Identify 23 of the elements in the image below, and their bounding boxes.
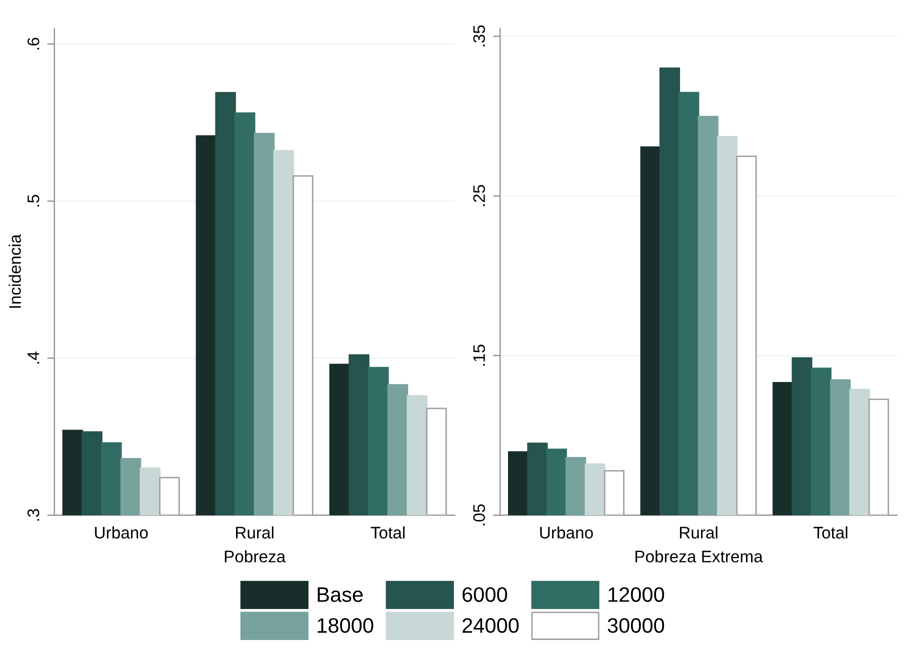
legend-label: 30000 (608, 618, 664, 633)
x-tick-label: Urbano (540, 526, 593, 539)
y-tick-label: .6 (27, 38, 40, 50)
x-axis-title: Pobreza (224, 550, 286, 562)
x-tick-label: Urbano (95, 526, 148, 539)
x-tick-label: Rural (236, 526, 274, 539)
x-axis-title: Pobreza Extrema (636, 550, 763, 562)
x-tick-label: Total (814, 526, 848, 539)
y-tick-label: .3 (27, 508, 40, 521)
y-tick-label: .35 (473, 25, 486, 46)
y-tick-label: .15 (473, 344, 486, 366)
legend-label: 6000 (462, 587, 508, 602)
y-axis-title: Incidencia (8, 234, 21, 308)
legend-label: Base (318, 587, 363, 602)
y-tick-label: .25 (473, 185, 486, 206)
y-tick-label: .4 (28, 352, 40, 364)
legend-label: 12000 (608, 587, 664, 602)
legend-label: 24000 (462, 618, 519, 633)
y-tick-label: .5 (28, 194, 40, 206)
y-tick-label: .05 (473, 504, 486, 526)
x-tick-label: Total (370, 526, 405, 539)
legend-label: 18000 (318, 618, 374, 633)
x-tick-label: Rural (680, 526, 718, 539)
